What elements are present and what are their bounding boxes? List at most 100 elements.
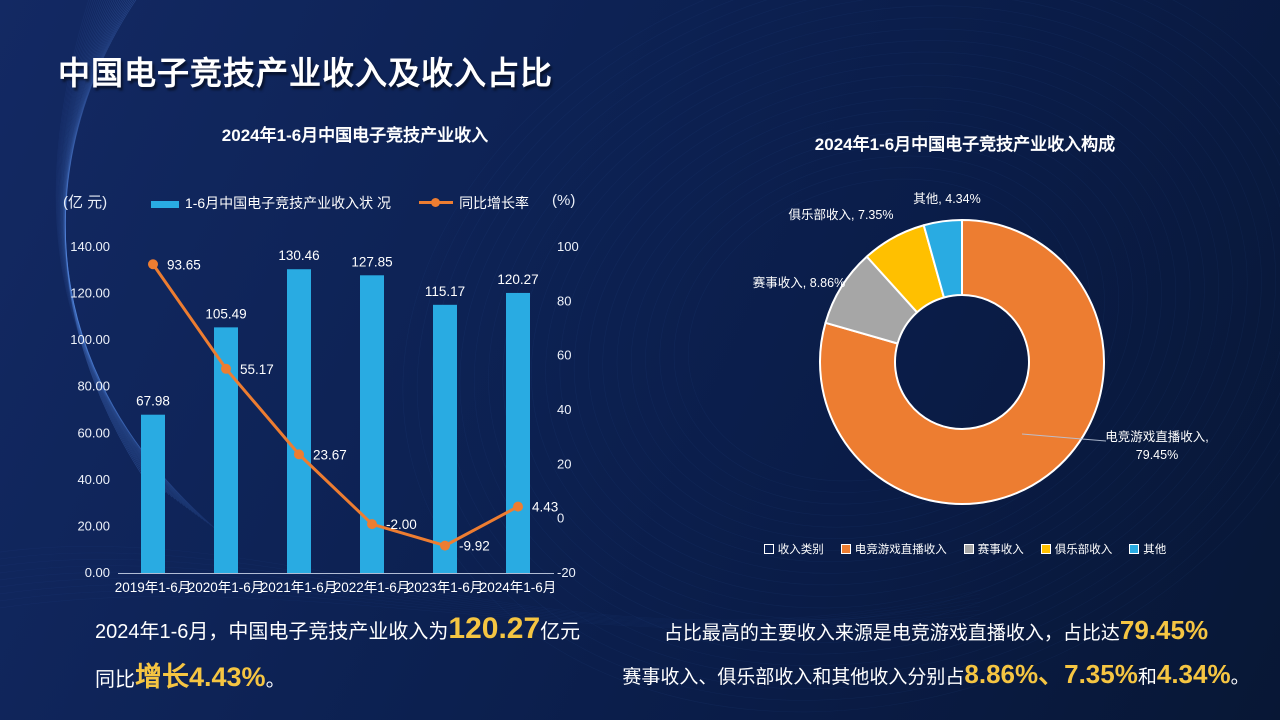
growth-rate-point — [148, 259, 158, 270]
donut-slice-label: 电竞游戏直播收入, — [1105, 430, 1208, 444]
revenue-bar — [141, 414, 165, 573]
bar-series-swatch — [150, 200, 179, 208]
x-axis-category-label: 2019年1-6月 — [115, 580, 192, 595]
x-axis-category-label: 2020年1-6月 — [188, 580, 265, 595]
decor-swirl-line — [65, 0, 146, 478]
page-title: 中国电子竞技产业收入及收入占比 — [58, 55, 554, 91]
note-text: 2024年1-6月，中国电子竞技产业收入为 — [95, 621, 449, 643]
left-axis-tick-label: 120.00 — [70, 286, 110, 301]
line-value-label: 55.17 — [240, 362, 274, 377]
decor-swirl-line — [64, 0, 167, 493]
decor-ellipse — [531, 51, 1219, 609]
decor-swirl-line — [64, 0, 161, 489]
note-text: 亿元 — [540, 621, 581, 643]
highlight-value: 8.86%、 — [964, 658, 1065, 689]
pie-legend-item-0: 收入类别 — [763, 541, 824, 557]
donut-chart-legend: 收入类别 电竞游戏直播收入 赛事收入 俱乐部收入 其他 — [675, 541, 1255, 557]
decor-swirl-line — [64, 0, 164, 491]
revenue-bar — [433, 304, 457, 573]
line-series-label: 同比增长率 — [459, 195, 530, 211]
donut-chart-title: 2024年1-6月中国电子竞技产业收入构成 — [814, 135, 1116, 154]
note-text: 。 — [1230, 666, 1250, 688]
x-axis-category-label: 2021年1-6月 — [261, 580, 338, 595]
left-axis-tick-label: 40.00 — [77, 472, 110, 487]
bar-value-label: 127.85 — [351, 254, 392, 269]
decor-swirl-line — [61, 0, 191, 511]
bar-value-label: 67.98 — [136, 394, 170, 409]
decor-swirl-line — [65, 0, 149, 480]
line-value-label: 4.43 — [532, 500, 558, 515]
right-axis-tick-label: 60 — [557, 348, 571, 363]
donut-slice-label: 赛事收入, 8.86% — [753, 275, 845, 290]
note-text: 同比 — [95, 668, 135, 691]
decor-ellipse — [573, 86, 1177, 574]
donut-label-connector — [1021, 433, 1107, 442]
decor-wave-line — [0, 545, 981, 621]
slice-live-streaming-revenue — [819, 219, 1105, 505]
left-axis-tick-label: 80.00 — [77, 379, 110, 394]
summary-note-right: 占比最高的主要收入来源是电竞游戏直播收入，占比达79.45% 赛事收入、俱乐部收… — [612, 612, 1260, 693]
decor-ellipse — [559, 74, 1191, 586]
left-axis-tick-label: 100.00 — [70, 332, 110, 347]
bar-value-label: 120.27 — [497, 272, 538, 287]
growth-rate-point — [513, 501, 523, 512]
highlight-value: 增长4.43% — [135, 661, 266, 692]
bar-line-chart: 0.00 20.00 40.00 60.00 80.00 100.00 120.00 140.… — [70, 239, 578, 595]
decor-swirl-line — [64, 0, 158, 487]
highlight-value: 120.27 — [448, 612, 541, 645]
decor-ellipse — [630, 132, 1120, 528]
bar-series-label: 1-6月中国电子竞技产业收入状 况 — [184, 195, 392, 211]
decor-ellipse — [602, 109, 1148, 551]
decor-ellipse — [416, 0, 1280, 701]
note-text: 占比最高的主要收入来源是电竞游戏直播收入，占比达 — [663, 623, 1120, 644]
pie-legend-item-1: 电竞游戏直播收入 — [840, 541, 947, 557]
x-axis-category-label: 2024年1-6月 — [480, 580, 557, 595]
left-axis-tick-label: 140.00 — [70, 239, 110, 254]
pie-legend-swatch — [840, 544, 851, 554]
right-axis-tick-label: 80 — [557, 293, 571, 308]
pie-legend-item-4: 其他 — [1129, 541, 1166, 557]
slice-other — [922, 219, 963, 299]
bar-series-legend-item: 1-6月中国电子竞技产业收入状 况 — [150, 193, 392, 213]
decor-swirl-line — [65, 0, 155, 485]
growth-rate-point — [440, 540, 450, 551]
pie-legend-item-2: 赛事收入 — [963, 541, 1024, 557]
highlight-value: 7.35% — [1064, 658, 1138, 689]
decor-wave-line — [0, 565, 981, 624]
growth-rate-point — [294, 449, 304, 460]
donut-slice-label: 其他, 4.34% — [913, 192, 980, 206]
donut-chart: 电竞游戏直播收入, 79.45% 赛事收入, 8.86% 俱乐部收入, 7.35% 其他… — [753, 192, 1209, 505]
pie-legend-label: 赛事收入 — [977, 544, 1024, 556]
summary-note-left: 2024年1-6月，中国电子竞技产业收入为120.27亿元 同比增长4.43%。 — [95, 607, 605, 697]
right-axis-tick-label: 100 — [557, 239, 579, 254]
x-axis-category-label: 2022年1-6月 — [334, 580, 411, 595]
highlight-value: 4.34% — [1156, 658, 1231, 689]
right-axis-tick-label: 20 — [557, 456, 571, 471]
decor-swirl-line — [62, 0, 185, 507]
decor-wave-line — [0, 559, 981, 623]
summary-right-line2: 赛事收入、俱乐部收入和其他收入分别占8.86%、7.35%和4.34%。 — [612, 656, 1260, 694]
highlight-value: 79.45% — [1119, 615, 1209, 645]
decor-swirl-line — [64, 0, 170, 496]
right-axis-unit-label: (%) — [552, 192, 576, 209]
bar-value-label: 105.49 — [205, 306, 246, 321]
decor-ellipse — [445, 0, 1280, 678]
right-axis-tick-label: 0 — [557, 511, 564, 526]
pie-legend-label: 收入类别 — [777, 544, 824, 556]
left-axis-tick-label: 0.00 — [85, 565, 110, 580]
bar-value-label: 130.46 — [278, 248, 319, 263]
donut-slice-label: 俱乐部收入, 7.35% — [789, 207, 894, 222]
decor-ellipse — [588, 97, 1162, 563]
line-series-legend-item: 同比增长率 — [401, 193, 529, 213]
growth-rate-point — [221, 363, 231, 374]
decor-swirl-line — [62, 0, 188, 509]
decor-wave-line — [0, 578, 981, 627]
x-axis-category-label: 2023年1-6月 — [407, 580, 484, 595]
line-value-label: -9.92 — [459, 539, 490, 554]
pie-legend-swatch — [963, 544, 974, 554]
line-value-label: -2.00 — [386, 517, 417, 532]
line-value-label: 23.67 — [313, 447, 347, 462]
revenue-bar — [506, 292, 530, 573]
